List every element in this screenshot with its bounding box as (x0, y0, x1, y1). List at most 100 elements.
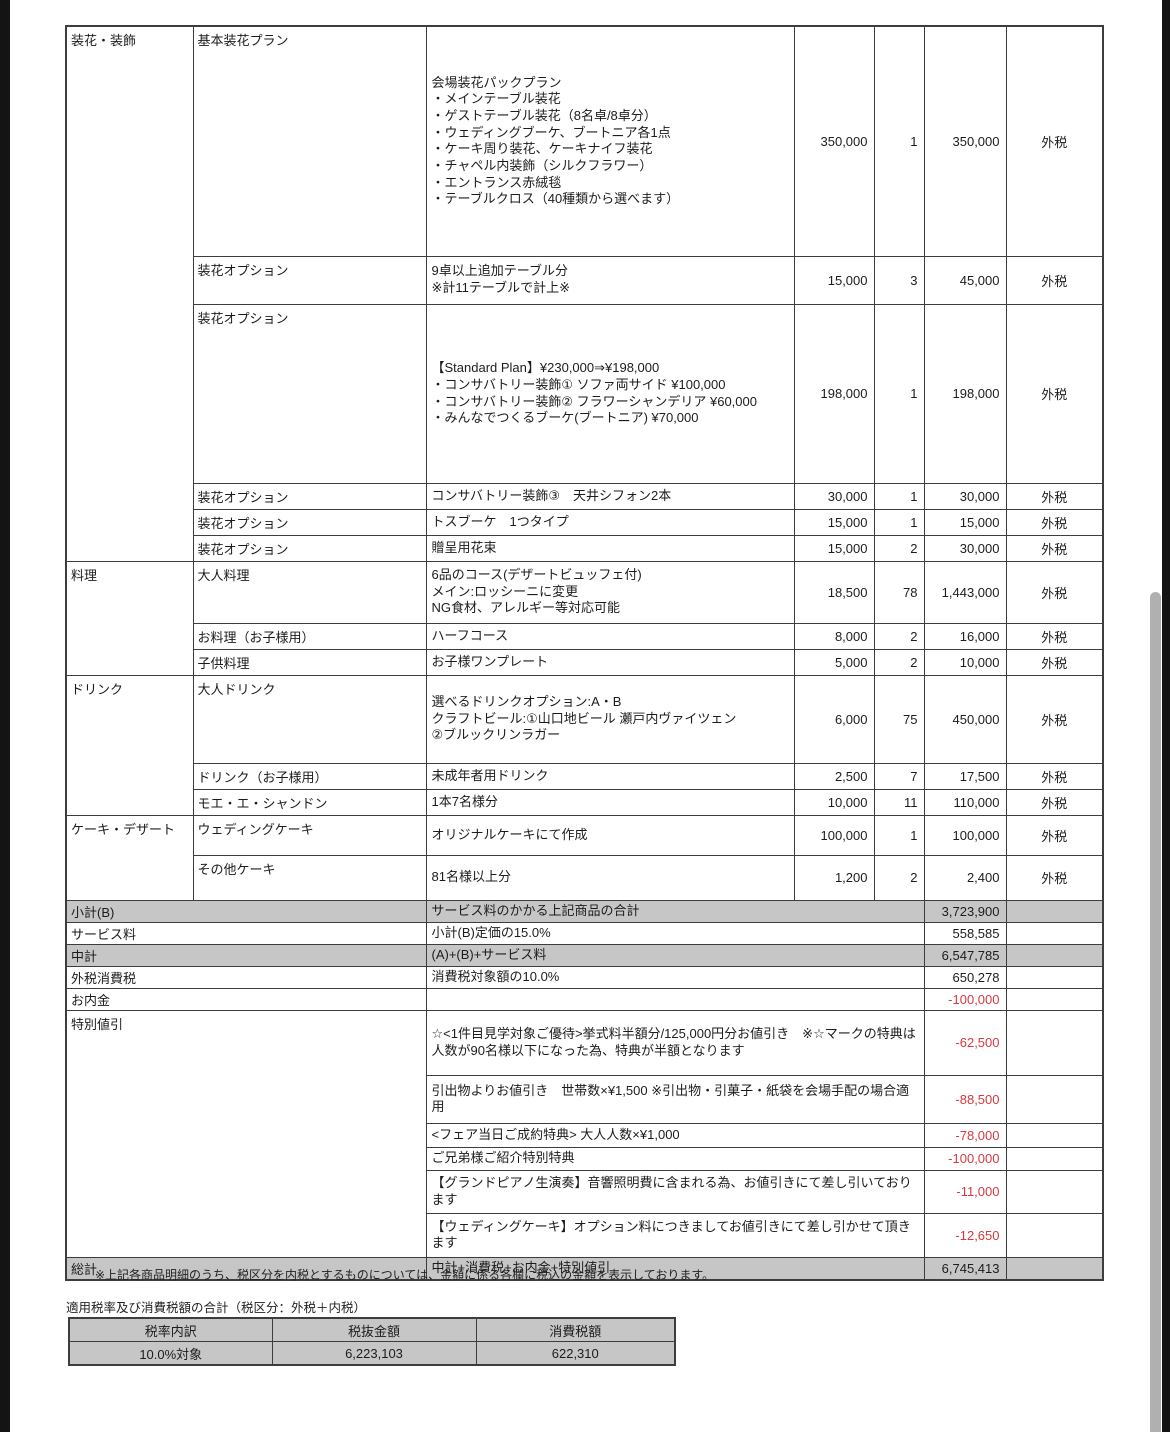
summary-amount-cell: 558,585 (923, 921, 1007, 945)
amount-cell: 45,000 (923, 255, 1007, 305)
item-description-cell: 選べるドリンクオプション:A・B クラフトビール:①山口地ビール 瀬戸内ヴァイツ… (425, 674, 795, 764)
summary-tax-cell (1005, 965, 1104, 989)
summary-amount-cell: 650,278 (923, 965, 1007, 989)
estimate-table: 装花・装飾 基本装花プラン 会場装花パックプラン ・メインテーブル装花 ・ゲスト… (65, 25, 1104, 1281)
item-description-cell: 贈呈用花束 (425, 534, 795, 562)
item-description-cell: 会場装花パックプラン ・メインテーブル装花 ・ゲストテーブル装花（8名卓/8卓分… (425, 25, 795, 257)
table-row: お料理（お子様用） ハーフコース 8,000 2 16,000 外税 (66, 622, 1104, 650)
table-row: 子供料理 お子様ワンプレート 5,000 2 10,000 外税 (66, 648, 1104, 676)
discount-row: 引出物よりお値引き 世帯数×¥1,500 ※引出物・引菓子・紙袋を会場手配の場合… (66, 1074, 1104, 1124)
summary-tax-cell (1005, 987, 1104, 1011)
tax-summary-table: 税率内訳 税抜金額 消費税額 10.0%対象 6,223,103 622,310 (68, 1317, 676, 1366)
item-description-cell: ハーフコース (425, 622, 795, 650)
item-name-cell: ウェディングケーキ (192, 814, 427, 856)
discount-amount-cell: -78,000 (923, 1122, 1007, 1148)
discount-description-cell: ご兄弟様ご紹介特別特典 (425, 1146, 925, 1171)
inclusive-tax-note: ※上記各商品明細のうち、税区分を内税とするものについては、金額に係る各欄に税込の… (95, 1268, 715, 1282)
item-name-cell: 装花オプション (192, 255, 427, 305)
table-row: 料理 大人料理 6品のコース(デザートビュッフェ付) メイン:ロッシーニに変更 … (65, 560, 1104, 676)
unit-price-cell: 8,000 (793, 622, 875, 650)
unit-price-cell: 1,200 (793, 854, 875, 901)
quantity-cell: 3 (873, 255, 925, 305)
table-row: ケーキ・デザート ウェディングケーキ オリジナルケーキにて作成 100,000 … (65, 814, 1104, 901)
tax-amount-header-cell: 消費税額 (475, 1317, 676, 1342)
tax-type-cell: 外税 (1005, 648, 1104, 676)
tax-type-cell: 外税 (1005, 534, 1104, 562)
discount-row: 特別値引 ☆<1件目見学対象ご優待>挙式料半額分/125,000円分お値引き ※… (65, 1009, 1104, 1258)
category-cell: 装花・装飾 (65, 25, 194, 562)
item-description-cell: 未成年者用ドリンク (425, 762, 795, 790)
grand-total-amount-cell: 6,745,413 (923, 1256, 1007, 1280)
amount-cell: 2,400 (923, 854, 1007, 901)
discount-row: ご兄弟様ご紹介特別特典 -100,000 (66, 1146, 1104, 1171)
item-name-cell: その他ケーキ (192, 854, 427, 901)
quantity-cell: 78 (873, 560, 925, 624)
discount-description-cell: ☆<1件目見学対象ご優待>挙式料半額分/125,000円分お値引き ※☆マークの… (425, 1009, 925, 1076)
quantity-cell: 1 (873, 508, 925, 536)
discount-description-cell: 引出物よりお値引き 世帯数×¥1,500 ※引出物・引菓子・紙袋を会場手配の場合… (425, 1074, 925, 1124)
grand-total-label-cell: 総計 (65, 1256, 427, 1280)
tax-type-cell: 外税 (1005, 788, 1104, 816)
quantity-cell: 2 (873, 854, 925, 901)
summary-tax-cell (1005, 921, 1104, 945)
unit-price-cell: 6,000 (793, 674, 875, 764)
unit-price-cell: 15,000 (793, 534, 875, 562)
midtotal-row: 中計 (A)+(B)+サービス料 6,547,785 (65, 943, 1104, 967)
taxable-amount-header-cell: 税抜金額 (271, 1317, 477, 1342)
item-description-cell: 81名様以上分 (425, 854, 795, 901)
summary-label-cell: サービス料 (65, 921, 427, 945)
summary-description-cell: サービス料のかかる上記商品の合計 (425, 899, 925, 923)
amount-cell: 350,000 (923, 25, 1007, 257)
grand-total-tax-cell (1005, 1256, 1104, 1280)
service-fee-row: サービス料 小計(B)定価の15.0% 558,585 (65, 921, 1104, 945)
subtotal-b-row: 小計(B) サービス料のかかる上記商品の合計 3,723,900 (65, 899, 1104, 923)
item-name-cell: 装花オプション (192, 508, 427, 536)
item-name-cell: 装花オプション (192, 482, 427, 510)
item-name-cell: お料理（お子様用） (192, 622, 427, 650)
scrollbar-thumb[interactable] (1150, 592, 1161, 1432)
unit-price-cell: 30,000 (793, 482, 875, 510)
taxable-amount-cell: 6,223,103 (271, 1341, 477, 1366)
summary-label-cell: 中計 (65, 943, 427, 967)
quantity-cell: 1 (873, 303, 925, 484)
unit-price-cell: 15,000 (793, 508, 875, 536)
amount-cell: 15,000 (923, 508, 1007, 536)
discount-description-cell: 【ウェディングケーキ】オプション料につきましてお値引きにて差し引かせて頂きます (425, 1212, 925, 1258)
item-description-cell: オリジナルケーキにて作成 (425, 814, 795, 856)
tax-type-cell: 外税 (1005, 814, 1104, 856)
item-description-cell: コンサバトリー装飾③ 天井シフォン2本 (425, 482, 795, 510)
tax-type-cell: 外税 (1005, 762, 1104, 790)
amount-cell: 198,000 (923, 303, 1007, 484)
summary-label-cell: 外税消費税 (65, 965, 427, 989)
discount-tax-cell (1005, 1074, 1104, 1124)
category-cell: ケーキ・デザート (65, 814, 194, 901)
tax-summary-header-row: 税率内訳 税抜金額 消費税額 (68, 1317, 676, 1342)
table-row: 装花オプション 9卓以上追加テーブル分 ※計11テーブルで計上※ 15,000 … (66, 255, 1104, 305)
tax-type-cell: 外税 (1005, 255, 1104, 305)
discount-row: 【ウェディングケーキ】オプション料につきましてお値引きにて差し引かせて頂きます … (66, 1212, 1104, 1258)
quantity-cell: 7 (873, 762, 925, 790)
unit-price-cell: 18,500 (793, 560, 875, 624)
unit-price-cell: 15,000 (793, 255, 875, 305)
summary-tax-cell (1005, 943, 1104, 967)
discount-label-cell: 特別値引 (65, 1009, 427, 1258)
tax-type-cell: 外税 (1005, 508, 1104, 536)
item-name-cell: 大人料理 (192, 560, 427, 624)
summary-amount-cell: 6,547,785 (923, 943, 1007, 967)
category-cell: 料理 (65, 560, 194, 676)
amount-cell: 450,000 (923, 674, 1007, 764)
item-name-cell: 装花オプション (192, 303, 427, 484)
quantity-cell: 2 (873, 534, 925, 562)
unit-price-cell: 10,000 (793, 788, 875, 816)
tax-amount-cell: 622,310 (475, 1341, 676, 1366)
item-name-cell: モエ・エ・シャンドン (192, 788, 427, 816)
discount-description-cell: <フェア当日ご成約特典> 大人人数×¥1,000 (425, 1122, 925, 1148)
tax-type-cell: 外税 (1005, 854, 1104, 901)
table-row: モエ・エ・シャンドン 1本7名様分 10,000 11 110,000 外税 (66, 788, 1104, 816)
discount-tax-cell (1005, 1122, 1104, 1148)
discount-tax-cell (1005, 1212, 1104, 1258)
discount-amount-cell: -11,000 (923, 1169, 1007, 1214)
discount-tax-cell (1005, 1146, 1104, 1171)
summary-tax-cell (1005, 899, 1104, 923)
summary-description-cell: 小計(B)定価の15.0% (425, 921, 925, 945)
